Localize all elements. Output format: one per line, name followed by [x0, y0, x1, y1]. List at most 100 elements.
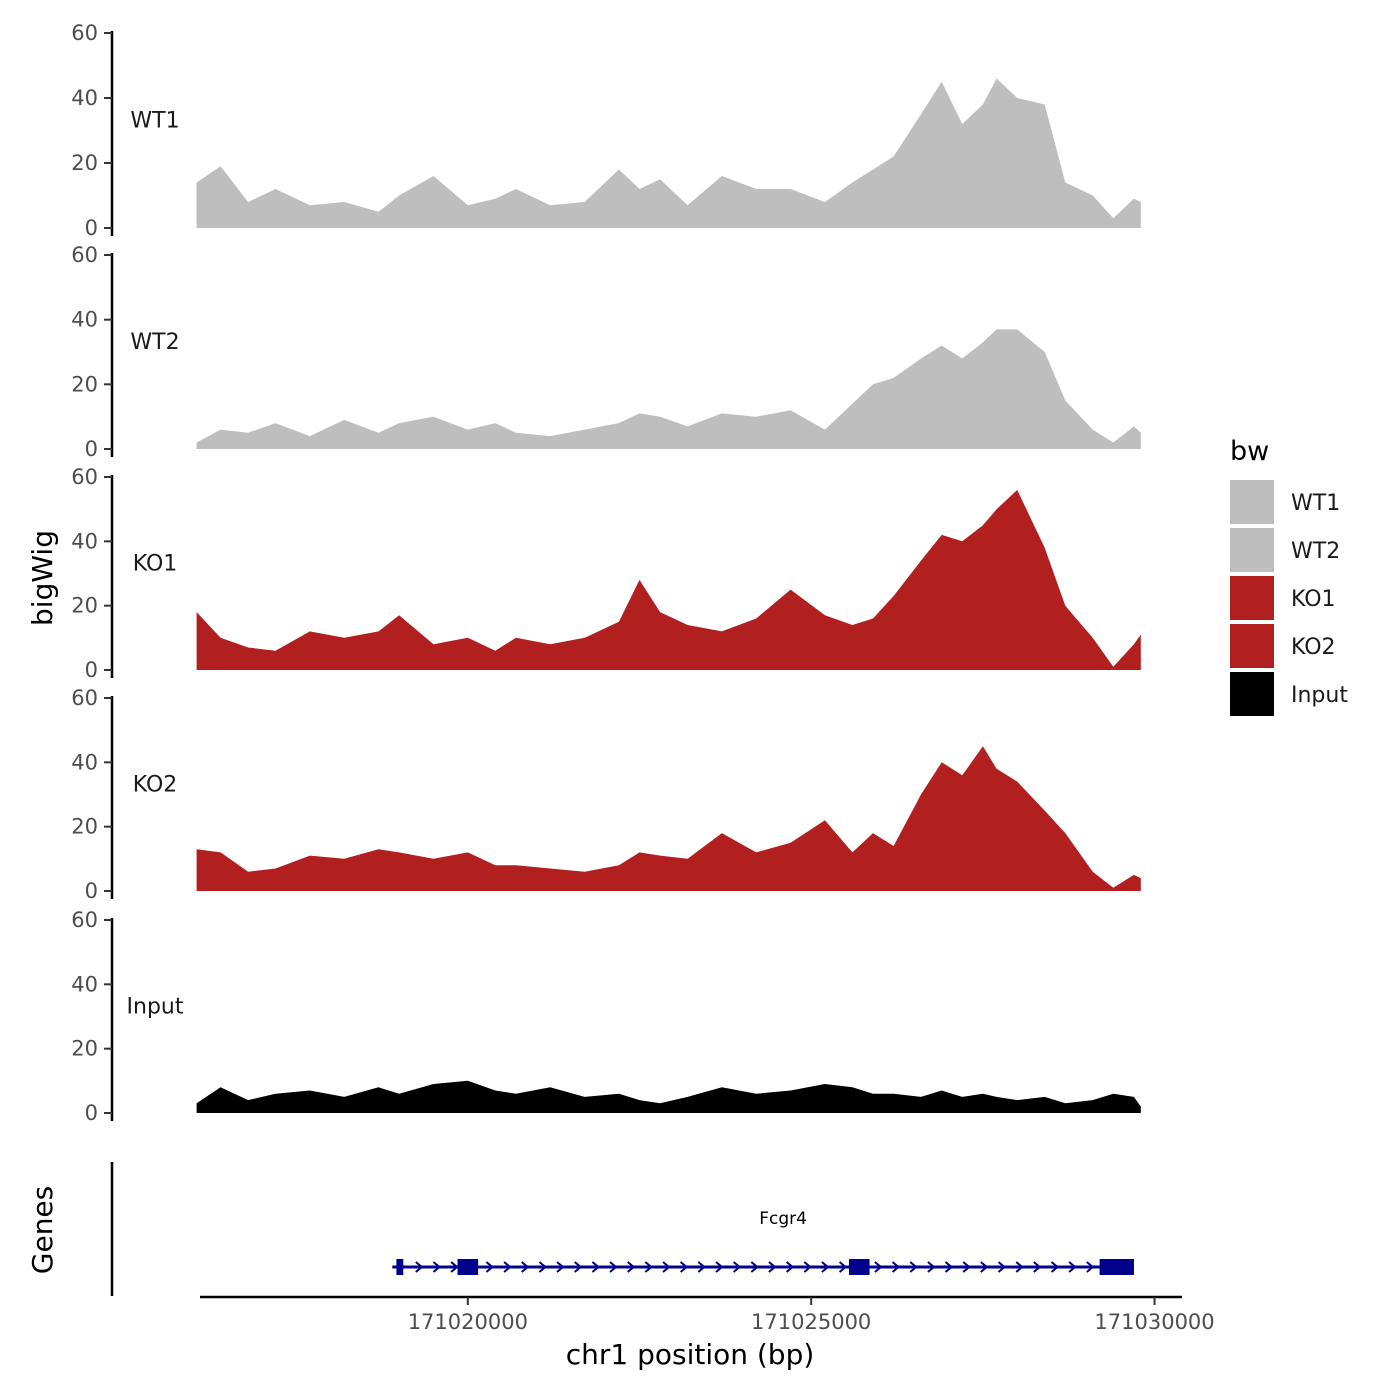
track-label: Input [127, 994, 184, 1019]
strand-arrow [697, 1261, 706, 1273]
strand-arrow [750, 1261, 759, 1273]
legend-swatch-wt2 [1230, 528, 1274, 572]
x-tick-label: 171025000 [751, 1310, 871, 1334]
legend-label-ko1: KO1 [1291, 587, 1336, 612]
y-tick-label: 60 [71, 243, 98, 267]
exon [396, 1259, 404, 1275]
y-tick-label: 40 [71, 529, 98, 553]
legend-label-input: Input [1291, 683, 1348, 708]
x-tick-label: 171020000 [408, 1310, 528, 1334]
strand-arrow [997, 1261, 1007, 1273]
strand-arrow [679, 1261, 689, 1273]
track-label: KO2 [133, 772, 178, 797]
strand-arrow [909, 1261, 918, 1273]
y-tick-label: 60 [71, 21, 98, 45]
strand-arrow [768, 1261, 777, 1273]
y-tick-label: 60 [71, 465, 98, 489]
y-tick-label: 40 [71, 750, 98, 774]
y-tick-label: 40 [71, 86, 98, 110]
strand-arrow [874, 1261, 883, 1273]
y-tick-label: 20 [71, 594, 98, 618]
strand-arrow [1086, 1261, 1095, 1273]
legend-items: WT1 WT2 KO1 KO2 Input [1230, 480, 1348, 716]
legend-swatch-ko1 [1230, 576, 1274, 620]
area-input [196, 1080, 1141, 1113]
strand-arrow [644, 1261, 653, 1273]
strand-arrow [803, 1261, 812, 1273]
strand-arrow [538, 1261, 547, 1273]
y-tick-label: 0 [85, 1101, 98, 1125]
strand-arrow [821, 1261, 830, 1273]
y-axis-title: bigWig [26, 530, 59, 626]
strand-arrow [1050, 1261, 1060, 1273]
y-tick-label: 60 [71, 908, 98, 932]
strand-arrow [962, 1261, 971, 1273]
strand-arrow [591, 1261, 600, 1273]
area-ko2 [196, 746, 1141, 891]
strand-arrow [927, 1261, 936, 1273]
strand-arrow [556, 1261, 565, 1273]
strand-arrow [503, 1261, 512, 1273]
y-tick-label: 20 [71, 372, 98, 396]
track-wt2: 0 20 40 60 WT2 [71, 243, 1141, 461]
genes-track-title: Genes [26, 1186, 59, 1274]
legend-swatch-input [1230, 672, 1274, 716]
legend-label-wt1: WT1 [1291, 491, 1340, 516]
strand-arrow [609, 1261, 618, 1273]
y-tick-label: 40 [71, 308, 98, 332]
area-ko1 [196, 489, 1141, 670]
track-label: WT1 [130, 108, 179, 133]
y-tick-label: 60 [71, 686, 98, 710]
strand-arrow [715, 1261, 724, 1273]
strand-arrow [891, 1261, 901, 1273]
y-tick-label: 20 [71, 151, 98, 175]
legend-label-wt2: WT2 [1291, 539, 1340, 564]
track-wt1: 0 20 40 60 WT1 [71, 21, 1141, 240]
y-tick-label: 20 [71, 1037, 98, 1061]
x-axis: 171020000 171025000 171030000 [200, 1295, 1215, 1334]
strand-arrow [980, 1261, 989, 1273]
strand-arrow [838, 1261, 848, 1273]
strand-arrow [1068, 1261, 1077, 1273]
track-label: KO1 [133, 551, 178, 576]
strand-arrow [574, 1261, 583, 1273]
legend: bw WT1 WT2 KO1 KO2 Input [1230, 436, 1348, 716]
strand-arrow [785, 1261, 795, 1273]
area-wt2 [196, 329, 1141, 449]
exon [848, 1259, 870, 1275]
track-label: WT2 [130, 330, 179, 355]
exon [1099, 1259, 1134, 1275]
genes-track: Genes Fcgr4 [26, 1162, 1134, 1296]
track-input: 0 20 40 60 Input [71, 908, 1141, 1125]
x-axis-title: chr1 position (bp) [566, 1338, 815, 1371]
exon [457, 1259, 479, 1275]
strand-arrow [944, 1261, 954, 1273]
gene-label: Fcgr4 [759, 1209, 807, 1229]
y-tick-label: 0 [85, 879, 98, 903]
strand-arrow [415, 1261, 424, 1273]
y-tick-label: 0 [85, 437, 98, 461]
legend-swatch-ko2 [1230, 624, 1274, 668]
y-tick-label: 0 [85, 216, 98, 240]
track-ko1: 0 20 40 60 KO1 [71, 465, 1141, 682]
gene-model: Fcgr4 [392, 1209, 1134, 1275]
legend-label-ko2: KO2 [1291, 635, 1336, 660]
strand-arrow [521, 1261, 530, 1273]
y-tick-label: 0 [85, 658, 98, 682]
track-ko2: 0 20 40 60 KO2 [71, 686, 1141, 903]
strand-arrow [662, 1261, 671, 1273]
strand-arrow [1015, 1261, 1024, 1273]
y-tick-label: 40 [71, 972, 98, 996]
y-tick-label: 20 [71, 815, 98, 839]
signal-tracks: 0 20 40 60 WT1 0 20 40 60 WT2 0 20 40 60 KO1 0 20 40 60 KO2… [71, 21, 1141, 1125]
strand-arrow [627, 1261, 636, 1273]
strand-arrow [432, 1261, 441, 1273]
strand-arrow [450, 1261, 459, 1273]
legend-swatch-wt1 [1230, 480, 1274, 524]
strand-arrow [732, 1261, 742, 1273]
area-wt1 [196, 78, 1141, 228]
strand-arrow [1033, 1261, 1042, 1273]
legend-title: bw [1230, 436, 1269, 467]
x-tick-label: 171030000 [1094, 1310, 1214, 1334]
